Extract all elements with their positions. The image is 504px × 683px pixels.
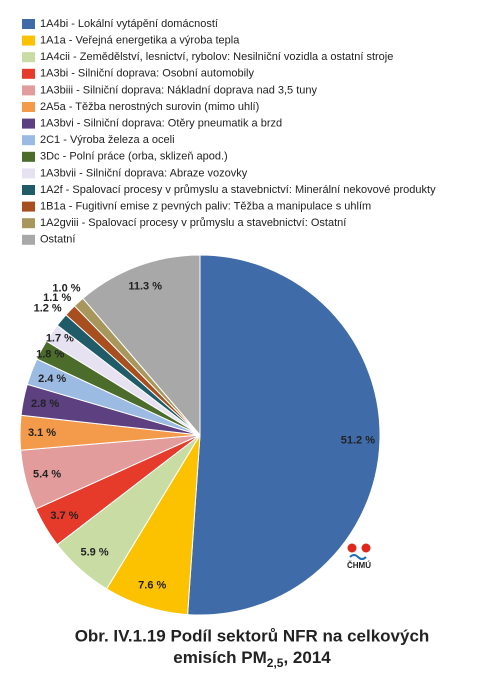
legend-swatch bbox=[22, 201, 35, 212]
legend-label: 1A4cii - Zemědělství, lesnictví, rybolov… bbox=[40, 51, 393, 63]
slice-label: 1.1 % bbox=[43, 292, 71, 304]
legend-swatch bbox=[22, 19, 35, 29]
legend-swatch bbox=[22, 185, 35, 195]
legend-label: 1A3biii - Silniční doprava: Nákladní dop… bbox=[40, 84, 318, 96]
legend-label: 2A5a - Těžba nerostných surovin (mimo uh… bbox=[40, 101, 259, 113]
title-part: , 2014 bbox=[283, 648, 331, 667]
slice-label: 3.1 % bbox=[28, 427, 56, 439]
title: Obr. IV.1.19 Podíl sektorů NFR na celkov… bbox=[75, 626, 430, 645]
title-subscript: 2,5 bbox=[267, 656, 284, 670]
slice-label: 1.7 % bbox=[46, 333, 74, 345]
legend-label: 1A3bvi - Silniční doprava: Otěry pneumat… bbox=[40, 118, 282, 130]
slice-label: 7.6 % bbox=[138, 580, 166, 592]
legend-swatch bbox=[22, 102, 35, 112]
legend-label: Ostatní bbox=[40, 234, 75, 246]
slice-label: 5.4 % bbox=[33, 469, 61, 481]
legend-swatch bbox=[22, 68, 35, 79]
legend-swatch bbox=[22, 168, 35, 179]
title-part: emisích PM bbox=[173, 648, 267, 667]
slice-label: 1.0 % bbox=[52, 283, 80, 295]
slice-label: 1.8 % bbox=[36, 349, 64, 361]
legend-swatch bbox=[22, 234, 35, 245]
logo-text: ČHMÚ bbox=[347, 561, 371, 570]
slice-label: 1.2 % bbox=[34, 302, 62, 314]
legend-swatch bbox=[22, 118, 35, 129]
legend-label: 1A2f - Spalovací procesy v průmyslu a st… bbox=[40, 184, 436, 196]
logo-dot bbox=[361, 543, 371, 553]
pie-slice bbox=[82, 254, 201, 437]
slice-label: 2.4 % bbox=[38, 373, 66, 385]
logo-dot bbox=[347, 543, 357, 553]
legend-label: 1A3bi - Silniční doprava: Osobní automob… bbox=[40, 68, 255, 80]
legend-swatch bbox=[22, 35, 35, 46]
slice-label: 2.8 % bbox=[31, 398, 59, 410]
legend-swatch bbox=[22, 135, 35, 146]
legend-label: 3Dc - Polní práce (orba, sklizeň apod.) bbox=[40, 151, 228, 163]
slice-label: 51.2 % bbox=[341, 434, 375, 446]
legend-swatch bbox=[22, 85, 35, 96]
legend-label: 1A4bi - Lokální vytápění domácností bbox=[40, 18, 218, 30]
slice-label: 11.3 % bbox=[128, 281, 162, 293]
legend-label: 2C1 - Výroba železa a oceli bbox=[40, 134, 175, 146]
logo: ČHMÚ bbox=[347, 543, 371, 570]
legend-swatch bbox=[22, 151, 35, 162]
slice-label: 5.9 % bbox=[81, 547, 109, 559]
legend-label: 1A2gviii - Spalovací procesy v průmyslu … bbox=[40, 217, 346, 229]
legend-swatch bbox=[22, 218, 35, 229]
slice-label: 3.7 % bbox=[50, 510, 78, 522]
legend-label: 1A1a - Veřejná energetika a výroba tepla bbox=[40, 35, 240, 47]
pie-slice bbox=[187, 254, 381, 616]
legend-label: 1A3bvii - Silniční doprava: Abraze vozov… bbox=[40, 167, 248, 179]
title: emisích PM2,5, 2014 bbox=[173, 648, 331, 670]
logo-wave bbox=[349, 554, 367, 560]
legend-swatch bbox=[22, 52, 35, 63]
legend-label: 1B1a - Fugitivní emise z pevných paliv: … bbox=[40, 201, 371, 213]
